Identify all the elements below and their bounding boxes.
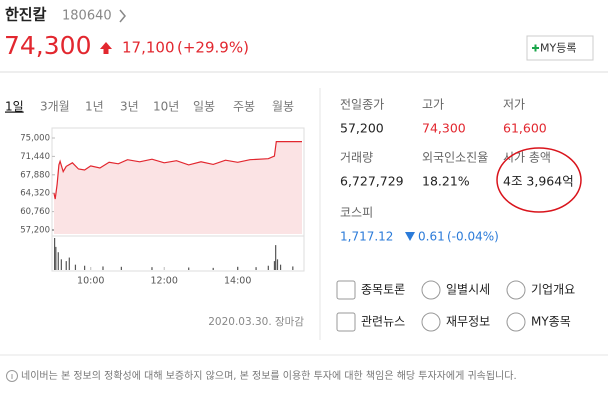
button-label[interactable]: MY등록 <box>540 42 576 55</box>
link[interactable]: 관련뉴스 <box>361 315 405 329</box>
link[interactable]: 일별시세 <box>446 283 490 297</box>
tab[interactable]: 주봉 <box>233 100 255 114</box>
tab[interactable]: 1년 <box>85 100 104 114</box>
stock-name[interactable]: 한진칼 <box>5 6 47 24</box>
chart-date: 2020.03.30. 장마감 <box>208 316 304 328</box>
link-icon <box>336 312 356 332</box>
up-arrow <box>100 42 112 54</box>
chevron[interactable] <box>119 9 126 23</box>
stats: 전일종가 57,200 고가 74,300 저가 61,600 거래량 6,727,729 외국… <box>340 98 574 189</box>
y-tick-label: 64,320 <box>20 189 50 199</box>
stat-label: 거래량 <box>340 151 373 165</box>
stat-value: 18.21% <box>422 174 470 189</box>
y-tick-label: 67,880 <box>20 170 50 180</box>
link-icon <box>421 280 441 300</box>
link[interactable]: 재무정보 <box>446 315 490 329</box>
volume-bar <box>151 267 153 270</box>
link-icon <box>336 280 356 300</box>
link[interactable]: MY종목 <box>531 315 571 329</box>
volume-bar <box>255 267 257 270</box>
volume-bar <box>279 264 282 270</box>
stat-label: 고가 <box>422 98 444 112</box>
link-icon <box>506 312 526 332</box>
y-tick-label: 57,200 <box>20 226 50 236</box>
chart-frame <box>51 127 305 272</box>
x-tick-label: 10:00 <box>77 276 104 287</box>
tab[interactable]: 월봉 <box>272 100 294 114</box>
volume-bar <box>273 261 276 270</box>
down-arrow <box>405 232 415 241</box>
volume-bar <box>74 264 77 270</box>
stock-code: 180640 <box>62 9 112 24</box>
tab[interactable]: 3개월 <box>40 100 70 114</box>
link-icon <box>421 312 441 332</box>
tab[interactable]: 3년 <box>120 100 139 114</box>
index-value: 1,717.12 <box>340 230 393 244</box>
index-change: 0.61 <box>418 230 445 244</box>
x-tick-label: 12:00 <box>151 276 178 287</box>
price-line <box>53 141 302 200</box>
link[interactable]: 기업개요 <box>531 283 575 297</box>
volume-bar <box>54 238 56 270</box>
price-change-pct: (+29.9%) <box>177 39 249 57</box>
volume-bar <box>102 266 104 270</box>
y-tick-label: 60,760 <box>20 207 50 217</box>
volume-bar <box>267 265 269 270</box>
index-label: 코스피 <box>340 206 373 220</box>
link[interactable]: 종목토론 <box>361 283 405 297</box>
volume-bar <box>65 261 67 270</box>
link-icon <box>506 280 526 300</box>
tab[interactable]: 1일 <box>5 100 24 114</box>
price-chart: 75,000 71,440 67,880 64,320 60,760 57,200 10:0… <box>20 127 305 328</box>
tab[interactable]: 10년 <box>153 100 179 114</box>
stat-value: 6,727,729 <box>340 174 404 189</box>
volume-bar <box>275 245 277 270</box>
volume-bar <box>292 266 294 270</box>
tabs: 1일 3개월 1년 3년 10년 일봉 주봉 월봉 <box>5 100 294 114</box>
my-button[interactable]: MY등록 <box>526 35 594 61</box>
volume-bar <box>276 259 279 270</box>
volume-bar <box>188 267 190 270</box>
y-tick-label: 71,440 <box>20 152 50 162</box>
stat-value: 4조 3,964억 <box>503 174 574 189</box>
price-area <box>54 141 302 234</box>
disclaimer: 네이버는 본 정보의 정확성에 대해 보증하지 않으며, 본 정보를 이용한 투… <box>21 369 517 382</box>
index-change-pct: (-0.04%) <box>447 230 499 244</box>
volume-bar <box>68 257 70 270</box>
stat-value: 74,300 <box>422 121 466 136</box>
price: 74,300 <box>4 31 91 60</box>
x-tick-label: 14:00 <box>224 276 251 287</box>
info-icon <box>6 370 18 382</box>
volume-bar <box>57 252 59 270</box>
volume-bar <box>237 266 239 270</box>
volume-bar <box>84 265 86 270</box>
price-change: 17,100 <box>122 39 175 57</box>
stat-label: 외국인소진율 <box>422 151 488 165</box>
y-tick-label: 75,000 <box>20 134 50 144</box>
annotation-circle <box>496 147 582 213</box>
volume-bar <box>60 259 62 270</box>
stat-value: 61,600 <box>503 121 547 136</box>
stat-value: 57,200 <box>340 121 384 136</box>
tab[interactable]: 일봉 <box>193 100 215 114</box>
volume-bar <box>120 266 122 270</box>
stat-label: 저가 <box>503 98 525 112</box>
volume-bar <box>212 267 214 270</box>
volume-bar <box>55 246 57 270</box>
stat-label: 전일종가 <box>340 98 384 112</box>
plus-icon <box>532 44 539 52</box>
